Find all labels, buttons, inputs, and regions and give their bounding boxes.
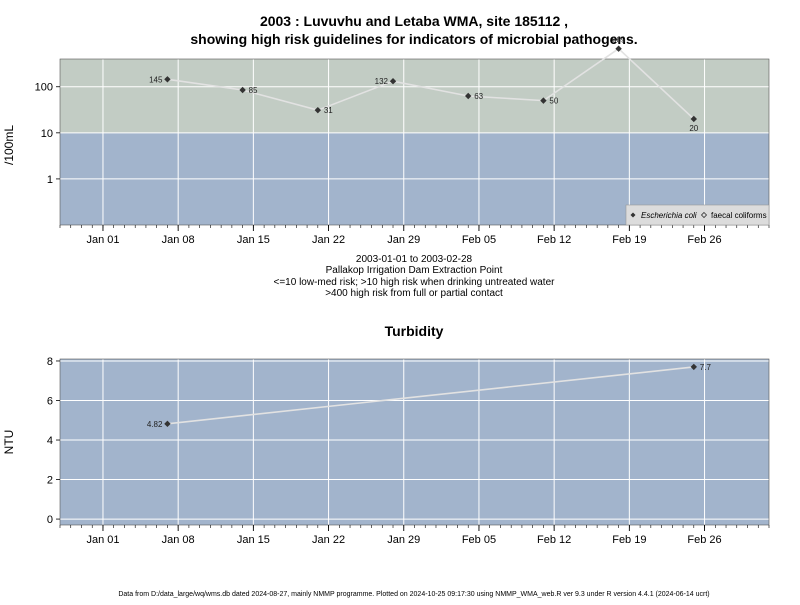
chart2-ylabel: NTU	[2, 430, 16, 455]
x-tick-label-2: Jan 15	[237, 234, 270, 246]
chart2-title: Turbidity	[385, 323, 444, 339]
x-tick-label-8: Feb 26	[687, 234, 721, 246]
legend-box	[625, 204, 770, 226]
chart1-subtitle-risk1: <=10 low-med risk; >10 high risk when dr…	[274, 277, 556, 288]
data-point-0	[164, 420, 171, 428]
data-point-2	[314, 106, 322, 114]
series-line-0	[167, 366, 694, 425]
data-point-1	[690, 363, 698, 371]
x-tick-label-0: Jan 01	[86, 534, 119, 546]
y-tick-label-3: 6	[47, 396, 53, 408]
chart1-subtitle-dates: 2003-01-01 to 2003-02-28	[356, 254, 473, 265]
data-point-7	[690, 115, 698, 123]
data-point-5	[540, 97, 547, 104]
data-label-7: 20	[689, 124, 698, 133]
legend-faecal-marker	[700, 211, 708, 219]
data-label-6: 669	[612, 36, 626, 45]
x-tick-label-6: Feb 12	[537, 534, 571, 546]
y-tick-label-1: 10	[41, 128, 53, 140]
plot-background	[60, 359, 769, 525]
x-tick-label-3: Jan 22	[312, 234, 345, 246]
chart1-subtitle-site: Pallakop Irrigation Dam Extraction Point	[326, 265, 503, 276]
data-label-0: 4.82	[147, 420, 163, 429]
y-tick-label-4: 8	[47, 356, 53, 368]
chart1-title-line2: showing high risk guidelines for indicat…	[190, 31, 637, 47]
chart1-legend: Escherichia coli faecal coliforms	[625, 204, 770, 226]
risk-band-1	[60, 59, 769, 133]
y-tick-label-2: 4	[47, 435, 53, 447]
data-label-0: 145	[149, 75, 163, 84]
series-line-0	[167, 47, 695, 120]
chart1-title-line1: 2003 : Luvuvhu and Letaba WMA, site 1851…	[260, 13, 568, 29]
legend-faecal-label: faecal coliforms	[711, 211, 767, 220]
x-tick-label-5: Feb 05	[462, 534, 496, 546]
data-point-6	[615, 45, 622, 52]
x-tick-label-4: Jan 29	[387, 234, 420, 246]
legend-ecoli-marker	[630, 212, 636, 218]
y-tick-label-1: 2	[47, 475, 53, 487]
x-tick-label-0: Jan 01	[86, 234, 119, 246]
data-label-2: 31	[324, 106, 333, 115]
chart1-subtitle-risk2: >400 high risk from full or partial cont…	[325, 288, 503, 299]
chart1-plot-area: 145 85 31 132 63 50 669 20	[59, 36, 770, 226]
x-tick-label-5: Feb 05	[462, 234, 496, 246]
x-tick-label-7: Feb 19	[612, 534, 646, 546]
x-tick-label-2: Jan 15	[237, 534, 270, 546]
data-label-1: 7.7	[700, 363, 712, 372]
chart2-plot-area: 4.82 7.7	[59, 358, 770, 526]
legend-ecoli-label: Escherichia coli	[641, 211, 697, 220]
x-tick-label-1: Jan 08	[162, 234, 195, 246]
chart1-axes: 1 10 100 Jan 01 Jan 08 Jan 15 Jan 22 Jan 29 Feb …	[35, 82, 770, 246]
chart1-ylabel: /100mL	[2, 125, 16, 165]
x-tick-label-7: Feb 19	[612, 234, 646, 246]
chart2-axes: 0 2 4 6 8 Jan 01 Jan 08 Jan 15 Jan 22 Jan 29 Feb 0…	[47, 356, 770, 546]
data-point-4	[465, 92, 472, 100]
x-tick-label-4: Jan 29	[387, 534, 420, 546]
footer-note: Data from D:/data_large/wq/wms.db dated …	[118, 591, 709, 598]
x-tick-label-3: Jan 22	[312, 534, 345, 546]
data-label-1: 85	[249, 86, 258, 95]
data-point-0	[164, 76, 171, 83]
data-label-4: 63	[474, 92, 483, 101]
y-tick-label-2: 100	[35, 82, 53, 94]
x-tick-label-1: Jan 08	[162, 534, 195, 546]
y-tick-label-0: 1	[47, 174, 53, 186]
data-point-3	[389, 77, 397, 85]
x-tick-label-8: Feb 26	[687, 534, 721, 546]
data-label-5: 50	[549, 97, 558, 106]
data-point-1	[239, 86, 246, 94]
y-tick-label-0: 0	[47, 514, 53, 526]
data-label-3: 132	[375, 77, 389, 86]
x-tick-label-6: Feb 12	[537, 234, 571, 246]
